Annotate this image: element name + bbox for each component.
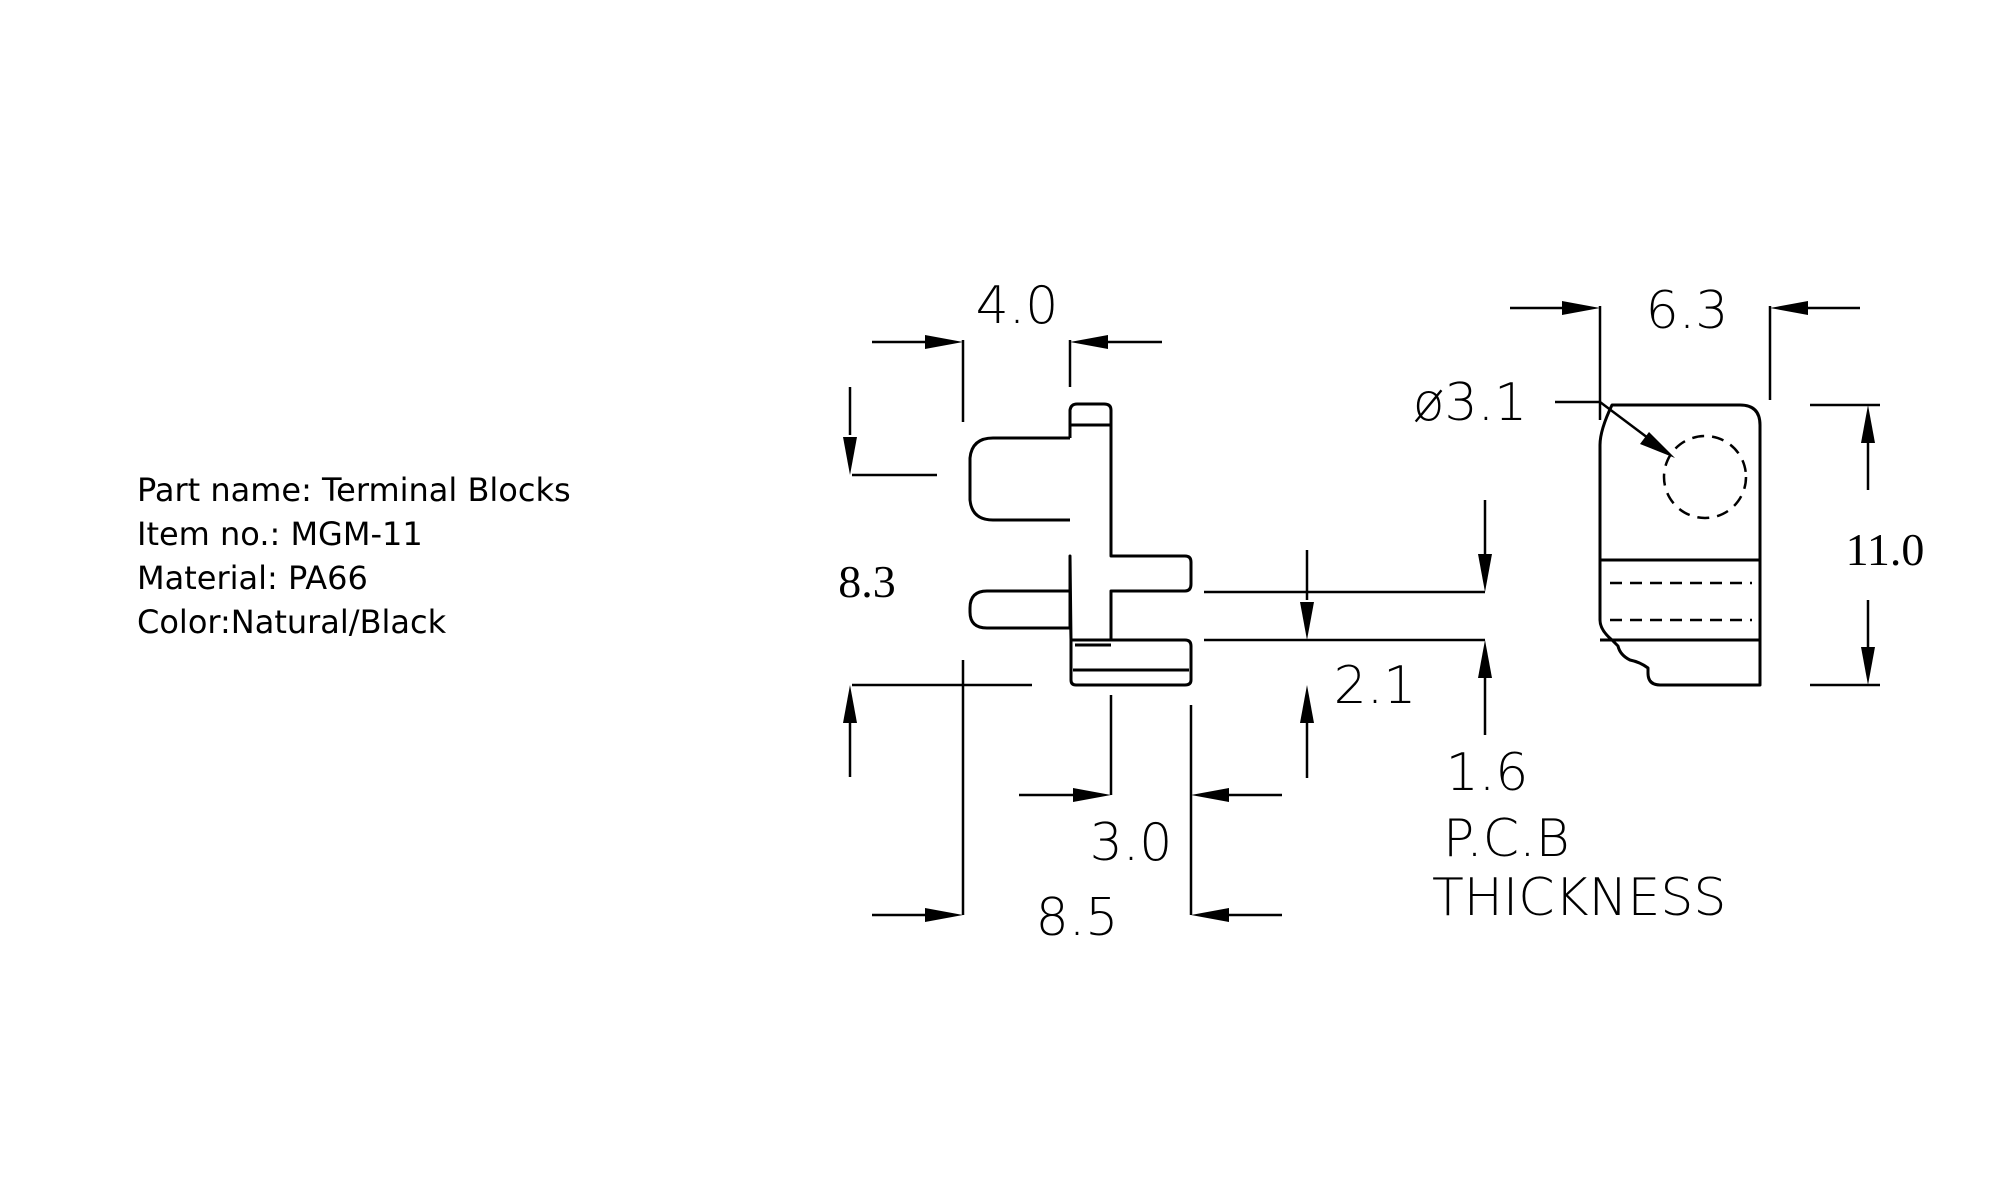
pcb-label-line2: THICKNESS — [1432, 868, 1726, 928]
front-view — [1598, 403, 1762, 687]
pcb-label-line1: P.C.B — [1443, 809, 1570, 869]
part-specifications: Part name: Terminal Blocks Item no.: MGM… — [137, 468, 571, 644]
upper-post-outline — [968, 436, 1070, 522]
dim-2-1: 2.1 — [1204, 550, 1485, 778]
item-number-text: Item no.: MGM-11 — [137, 515, 423, 553]
front-body-outline — [1598, 403, 1762, 687]
part-name-text: Part name: Terminal Blocks — [137, 471, 571, 509]
dim-label-1-6: 1.6 — [1446, 743, 1529, 803]
material-text: Material: PA66 — [137, 559, 368, 597]
dim-8-5: 8.5 — [872, 660, 1282, 948]
dim-8-3: 8.3 — [838, 387, 1032, 777]
color-text: Color:Natural/Black — [137, 603, 447, 641]
dim-label-3-0: 3.0 — [1090, 813, 1173, 873]
dim-3-0: 3.0 — [1019, 695, 1282, 873]
dim-hole: ø3.1 — [1413, 373, 1675, 458]
dim-label-hole: ø3.1 — [1413, 373, 1528, 433]
dim-label-2-1: 2.1 — [1334, 656, 1417, 716]
dim-label-6-3: 6.3 — [1646, 281, 1729, 341]
dim-1-6: 1.6 P.C.B THICKNESS — [1432, 500, 1726, 928]
hidden-hole-circle — [1662, 434, 1748, 520]
dim-4-0: 4.0 — [872, 276, 1162, 422]
dim-11-0: 11.0 — [1810, 403, 1925, 687]
dim-label-8-5: 8.5 — [1036, 888, 1119, 948]
main-body-outline — [968, 402, 1193, 687]
side-view — [968, 402, 1193, 687]
dim-6-3: 6.3 — [1510, 281, 1860, 420]
dim-label-4-0: 4.0 — [976, 276, 1059, 336]
dim-label-8-3: 8.3 — [838, 556, 896, 607]
dim-label-11-0: 11.0 — [1846, 524, 1925, 575]
